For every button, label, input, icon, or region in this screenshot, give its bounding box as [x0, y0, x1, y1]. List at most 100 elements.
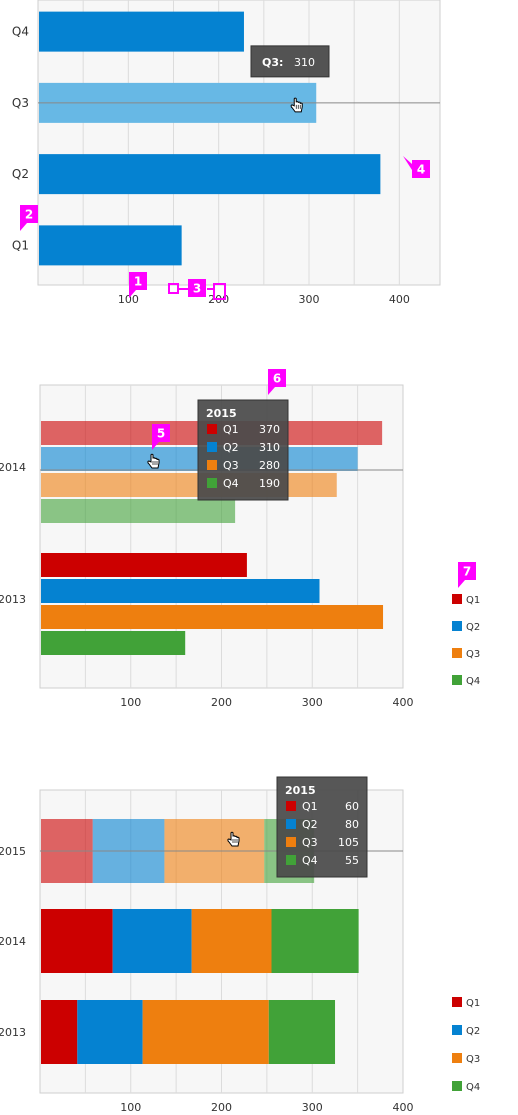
legend-label: Q2 — [466, 622, 480, 633]
tooltip-row-value: 190 — [259, 477, 280, 490]
tooltip-row-value: 310 — [259, 441, 280, 454]
tooltip-title: 2015 — [285, 784, 316, 797]
x-tick-label: 100 — [118, 293, 139, 306]
callout-pointer — [403, 156, 412, 170]
tooltip-title: 2015 — [206, 407, 237, 420]
callout-number: 4 — [417, 163, 425, 177]
chart-2-grouped-bars: 100 200 300 400 2014 2013 2015 Q1 370 Q2 310 Q3 280 Q… — [0, 369, 480, 709]
legend-label: Q4 — [466, 676, 480, 687]
bar-q1[interactable] — [39, 225, 182, 266]
x-tick-label: 100 — [120, 696, 141, 709]
bar-2013-q1[interactable] — [41, 1000, 78, 1064]
chart-3-stacked-bars: 100 200 300 400 2015 2014 2013 2015 Q1 60 Q2 80 Q3 10… — [0, 776, 480, 1114]
legend-label: Q1 — [466, 595, 480, 606]
bar-2013-q4[interactable] — [41, 631, 186, 655]
callout-number: 5 — [157, 427, 165, 441]
tooltip-swatch — [207, 442, 217, 452]
bar-2013-q3[interactable] — [142, 1000, 269, 1064]
bar-2014-q3[interactable] — [41, 473, 337, 497]
callout-number: 3 — [193, 282, 201, 296]
x-tick-label: 400 — [393, 1101, 414, 1114]
bar-2013-q1[interactable] — [41, 553, 247, 577]
callout-badge-6: 6 — [268, 369, 286, 395]
legend-swatch — [452, 1053, 462, 1063]
legend-label: Q3 — [466, 649, 480, 660]
y-category-label: 2015 — [0, 845, 26, 858]
callout-number: 2 — [25, 208, 33, 222]
callout-pointer — [129, 290, 136, 298]
y-category-label: 2014 — [0, 461, 26, 474]
bar-2014-q4[interactable] — [271, 909, 359, 973]
bar-2013-q2[interactable] — [41, 579, 320, 603]
legend-swatch — [452, 1081, 462, 1091]
x-tick-label: 400 — [393, 696, 414, 709]
bar-2014-q3[interactable] — [191, 909, 272, 973]
tooltip-label: Q3: — [262, 56, 283, 69]
tooltip-row-label: Q1 — [223, 423, 239, 436]
tooltip: 2015 Q1 370 Q2 310 Q3 280 Q4 190 — [197, 399, 289, 501]
callout-pointer — [20, 223, 27, 231]
tooltip-row-value: 105 — [338, 836, 359, 849]
bar-2013-q4[interactable] — [268, 1000, 336, 1064]
callout-badge-5: 5 — [152, 424, 170, 450]
callout-badge-4: 4 — [403, 156, 430, 178]
callout-badge-2: 2 — [20, 205, 38, 231]
bar-2014-q2[interactable] — [112, 909, 192, 973]
bar-2013-q2[interactable] — [77, 1000, 143, 1064]
legend-item-q2[interactable]: Q2 — [452, 621, 480, 633]
legend-swatch — [452, 648, 462, 658]
callout-number: 6 — [273, 372, 281, 386]
legend-swatch — [452, 621, 462, 631]
tooltip-swatch — [207, 424, 217, 434]
tooltip-row-label: Q4 — [302, 854, 318, 867]
hand-cursor-icon — [290, 97, 303, 113]
y-category-label: Q2 — [12, 167, 29, 181]
callout-number: 1 — [134, 275, 142, 289]
callout-badge-1: 1 — [129, 272, 147, 298]
tooltip-swatch — [207, 478, 217, 488]
y-category-label: Q4 — [12, 25, 29, 39]
legend-item-q2[interactable]: Q2 — [452, 1025, 480, 1037]
callout-badge-7: 7 — [458, 562, 476, 588]
legend-swatch — [452, 997, 462, 1007]
legend-item-q4[interactable]: Q4 — [452, 1081, 480, 1093]
range-indicator — [168, 283, 226, 300]
x-tick-label: 300 — [302, 696, 323, 709]
tooltip-row-label: Q2 — [223, 441, 239, 454]
tooltip-row-label: Q4 — [223, 477, 239, 490]
callout-pointer — [268, 387, 275, 395]
x-tick-label: 400 — [389, 293, 410, 306]
tooltip-value: 310 — [294, 56, 315, 69]
tooltip-swatch — [286, 837, 296, 847]
legend-swatch — [452, 594, 462, 604]
y-category-label: Q1 — [12, 238, 29, 252]
tooltip-row-value: 280 — [259, 459, 280, 472]
tooltip-swatch — [207, 460, 217, 470]
bar-2014-q4[interactable] — [41, 499, 236, 523]
hand-cursor-icon — [227, 831, 240, 847]
tooltip: 2015 Q1 60 Q2 80 Q3 105 Q4 55 — [276, 776, 368, 878]
legend-item-q3[interactable]: Q3 — [452, 648, 480, 660]
tooltip-swatch — [286, 801, 296, 811]
legend-label: Q4 — [466, 1082, 480, 1093]
tooltip-swatch — [286, 819, 296, 829]
legend-item-q1[interactable]: Q1 — [452, 594, 480, 606]
legend-item-q4[interactable]: Q4 — [452, 675, 480, 687]
legend-item-q1[interactable]: Q1 — [452, 997, 480, 1009]
bar-q4[interactable] — [39, 11, 244, 52]
bar-2013-q3[interactable] — [41, 605, 384, 629]
tooltip-row-value: 60 — [345, 800, 359, 813]
y-category-label: Q3 — [12, 96, 29, 110]
tooltip-swatch — [286, 855, 296, 865]
callout-badge-3: 3 — [188, 279, 206, 297]
legend-swatch — [452, 1025, 462, 1035]
bar-2014-q1[interactable] — [41, 909, 113, 973]
tooltip-row-value: 55 — [345, 854, 359, 867]
bar-q2[interactable] — [39, 154, 381, 195]
legend-item-q3[interactable]: Q3 — [452, 1053, 480, 1065]
legend-label: Q3 — [466, 1054, 480, 1065]
y-category-label: 2013 — [0, 593, 26, 606]
tooltip-row-label: Q1 — [302, 800, 318, 813]
legend-swatch — [452, 675, 462, 685]
